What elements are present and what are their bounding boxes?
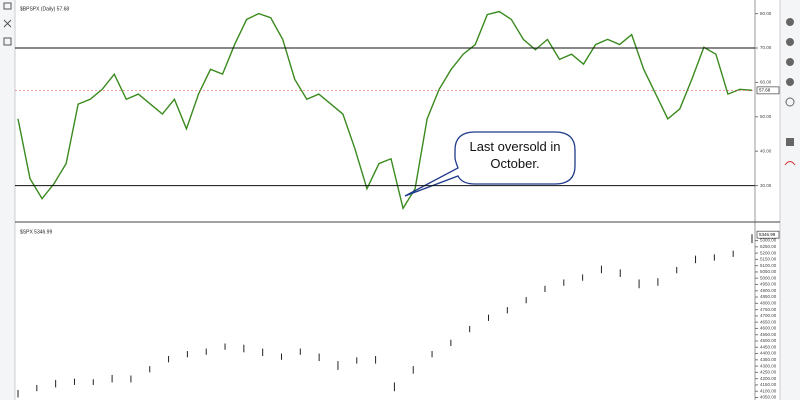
icon[interactable] bbox=[3, 37, 12, 46]
y-tick-label: 50.00 bbox=[760, 114, 772, 119]
annotation: Last oversold in October. bbox=[469, 139, 561, 171]
last-value-label: 5346.99 bbox=[759, 232, 776, 237]
y-tick-label: 4100.00 bbox=[760, 388, 777, 393]
icon[interactable] bbox=[785, 97, 795, 107]
icon[interactable] bbox=[784, 161, 796, 166]
y-tick-label: 5000.00 bbox=[760, 275, 777, 280]
icon[interactable] bbox=[3, 2, 12, 10]
y-tick-label: 4900.00 bbox=[760, 288, 777, 293]
y-tick-label: 4400.00 bbox=[760, 351, 777, 356]
panel-title: $SPX 5346.99 bbox=[20, 229, 52, 235]
last-value-label: 57.68 bbox=[759, 88, 771, 93]
y-tick-label: 4200.00 bbox=[760, 376, 777, 381]
right-toolbar bbox=[780, 0, 800, 400]
y-tick-label: 4700.00 bbox=[760, 313, 777, 318]
y-tick-label: 60.00 bbox=[760, 80, 772, 85]
y-tick-label: 4750.00 bbox=[760, 307, 777, 312]
y-tick-label: 4300.00 bbox=[760, 363, 777, 368]
y-tick-label: 4950.00 bbox=[760, 282, 777, 287]
y-tick-label: 4350.00 bbox=[760, 357, 777, 362]
icon[interactable] bbox=[786, 78, 794, 86]
y-tick-label: 4550.00 bbox=[760, 332, 777, 337]
icon[interactable] bbox=[786, 18, 794, 26]
icon[interactable] bbox=[786, 138, 794, 146]
speech-bubble bbox=[404, 131, 576, 197]
y-tick-label: 4850.00 bbox=[760, 294, 777, 299]
icon[interactable] bbox=[786, 38, 794, 46]
icon[interactable] bbox=[786, 58, 794, 66]
y-tick-label: 30.00 bbox=[760, 183, 772, 188]
y-tick-label: 4500.00 bbox=[760, 338, 777, 343]
indicator-line bbox=[17, 10, 753, 211]
left-toolbar bbox=[0, 0, 15, 400]
y-tick-label: 70.00 bbox=[760, 45, 772, 50]
y-tick-label: 80.00 bbox=[760, 11, 772, 16]
last-value-badge bbox=[756, 230, 780, 239]
y-tick-label: 4650.00 bbox=[760, 319, 777, 324]
y-tick-label: 5250.00 bbox=[760, 244, 777, 249]
y-tick-label: 5050.00 bbox=[760, 269, 777, 274]
y-tick-label: 5200.00 bbox=[760, 250, 777, 255]
y-tick-label: 4150.00 bbox=[760, 382, 777, 387]
y-tick-label: 5150.00 bbox=[760, 257, 777, 262]
y-tick-label: 4250.00 bbox=[760, 370, 777, 375]
y-tick-label: 4050.00 bbox=[760, 395, 777, 400]
y-tick-label: 4800.00 bbox=[760, 301, 777, 306]
last-value-badge bbox=[756, 86, 780, 95]
icon[interactable] bbox=[3, 19, 12, 28]
y-tick-label: 5100.00 bbox=[760, 263, 777, 268]
y-tick-label: 4600.00 bbox=[760, 326, 777, 331]
y-tick-label: 5300.00 bbox=[760, 238, 777, 243]
panel-title: $BPSPX (Daily) 57.68 bbox=[20, 6, 69, 12]
y-tick-label: 40.00 bbox=[760, 148, 772, 153]
y-tick-label: 4450.00 bbox=[760, 344, 777, 349]
